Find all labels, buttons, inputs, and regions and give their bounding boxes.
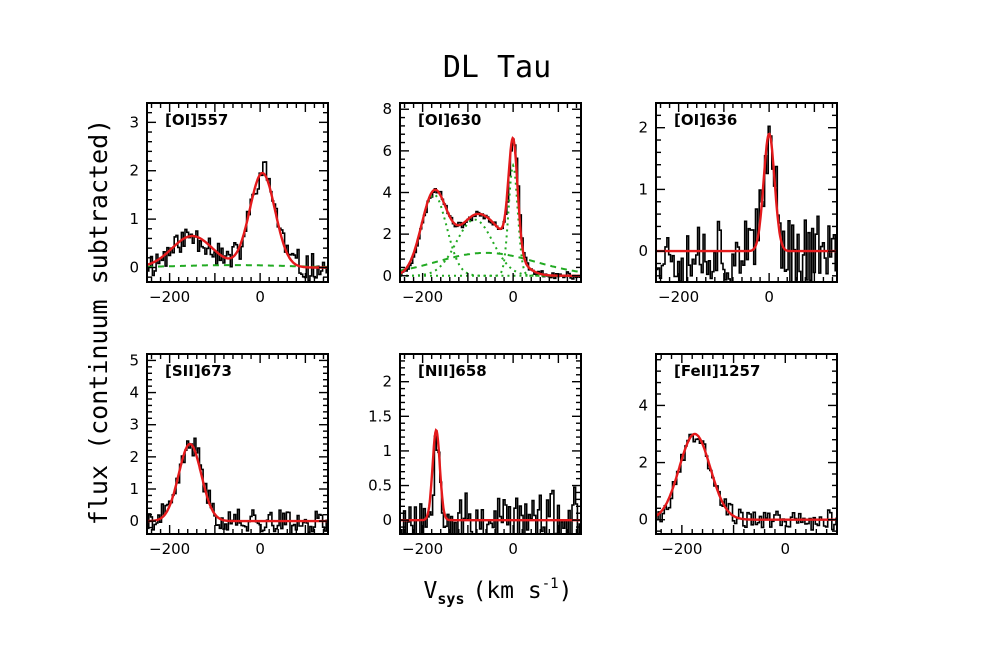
y-tick-label: 1.5: [368, 407, 392, 425]
panel-3-plot-area: [656, 125, 837, 282]
total-fit-curve: [656, 432, 837, 521]
y-tick-label: 6: [382, 142, 392, 160]
x-tick-label: −200: [149, 288, 190, 306]
x-axis-label-unit: (km s: [472, 578, 541, 604]
y-tick-label: 0: [129, 258, 139, 276]
y-tick-label: 1: [638, 180, 648, 198]
x-tick-label: 0: [508, 288, 518, 306]
panel-line-label: [FeII]1257: [674, 362, 760, 380]
y-tick-label: 1: [129, 480, 139, 498]
x-axis-label-sub: sys: [437, 590, 464, 608]
panel-4: −200 0 0 1 2 3 4 5 [SII]673: [129, 351, 329, 558]
panel-line-label: [SII]673: [165, 362, 232, 380]
y-tick-label: 0: [382, 511, 392, 529]
y-tick-label: 8: [382, 100, 392, 118]
total-fit-curve: [400, 136, 581, 277]
panel-line-label: [NII]658: [418, 362, 487, 380]
observed-spectrum: [147, 161, 328, 282]
panel-line-label: [OI]557: [165, 111, 228, 129]
x-axis-label-close: ): [559, 578, 573, 604]
observed-spectrum: [147, 437, 328, 534]
panel-4-plot-area: [147, 437, 328, 534]
y-tick-label: 0.5: [368, 477, 392, 495]
total-fit-curve: [656, 132, 837, 253]
y-tick-label: 0: [638, 511, 648, 529]
y-tick-label: 1: [382, 442, 392, 460]
y-tick-label: 4: [129, 384, 139, 402]
x-tick-label: 0: [255, 540, 265, 558]
x-axis-label-exp: -1: [542, 576, 559, 592]
x-tick-label: −200: [658, 288, 699, 306]
fit-component-1: [147, 264, 328, 268]
observed-spectrum: [656, 433, 837, 531]
panel-5-plot-area: [400, 428, 581, 534]
panel-1-plot-area: [147, 161, 328, 282]
total-fit-curve: [147, 171, 328, 269]
panel-2: −200 0 0 2 4 6 8 [OI]630: [382, 100, 582, 306]
panel-3: −200 0 0 1 2 [OI]636: [638, 102, 838, 306]
panel-line-label: [OI]630: [418, 111, 481, 129]
x-tick-label: 0: [508, 540, 518, 558]
fit-component-3: [400, 162, 581, 277]
panel-line-label: [OI]636: [674, 111, 737, 129]
panel-5: −200 0 0 0.5 1 1.5 2 [NII]658: [368, 353, 582, 558]
x-tick-label: −200: [402, 288, 443, 306]
total-fit-curve: [147, 442, 328, 523]
y-tick-label: 2: [638, 119, 648, 137]
y-tick-label: 2: [382, 225, 392, 243]
panel-frame: [146, 353, 329, 535]
y-axis-label: flux (continuum subtracted): [84, 119, 113, 525]
x-tick-label: −200: [661, 540, 702, 558]
y-tick-label: 2: [129, 162, 139, 180]
panel-frame: [399, 102, 582, 283]
x-tick-label: 0: [781, 540, 791, 558]
observed-spectrum: [400, 138, 581, 280]
x-tick-label: −200: [149, 540, 190, 558]
y-tick-label: 1: [129, 210, 139, 228]
x-tick-label: −200: [402, 540, 443, 558]
panel-1: −200 0 0 1 2 3 [OI]557: [129, 102, 329, 306]
y-tick-label: 2: [382, 373, 392, 391]
x-tick-label: 0: [764, 288, 774, 306]
fit-component-4: [400, 251, 581, 274]
total-fit-curve: [400, 428, 581, 522]
panel-6-plot-area: [656, 432, 837, 531]
panel-frame: [655, 353, 838, 535]
panel-frame: [146, 102, 329, 283]
y-tick-label: 0: [129, 512, 139, 530]
panel-6: −200 0 0 2 4 [FeII]1257: [638, 353, 838, 558]
y-tick-label: 5: [129, 351, 139, 369]
y-tick-label: 0: [382, 267, 392, 285]
y-tick-label: 2: [129, 448, 139, 466]
x-tick-label: 0: [255, 288, 265, 306]
panel-frame: [655, 102, 838, 283]
panel-2-plot-area: [400, 136, 581, 280]
y-tick-label: 4: [382, 184, 392, 202]
x-axis-label: Vsys (km s-1): [424, 576, 573, 608]
y-tick-label: 2: [638, 454, 648, 472]
y-tick-label: 3: [129, 113, 139, 131]
observed-spectrum: [400, 435, 581, 534]
figure-title: DL Tau: [443, 50, 551, 85]
y-tick-label: 4: [638, 396, 648, 414]
x-axis-label-main: V: [424, 578, 438, 604]
y-tick-label: 0: [638, 242, 648, 260]
panels-group: −200 0 0 1 2 3 [OI]557 −200 0 0 2 4 6 8 [OI]630 −200 0 0 1…: [129, 100, 838, 558]
observed-spectrum: [656, 125, 837, 282]
y-tick-label: 3: [129, 416, 139, 434]
